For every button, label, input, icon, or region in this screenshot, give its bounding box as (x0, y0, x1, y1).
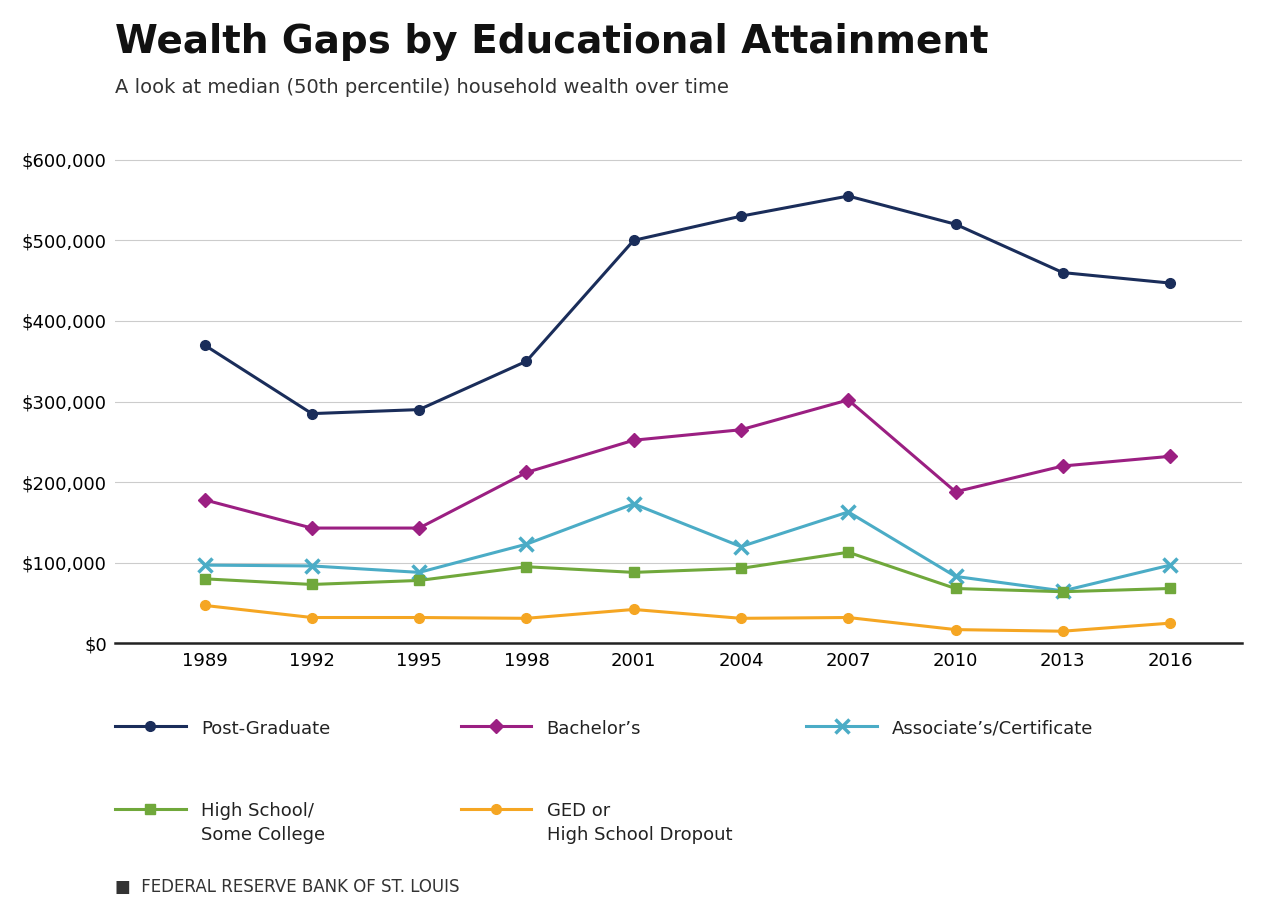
Text: Associate’s/Certificate: Associate’s/Certificate (892, 720, 1093, 738)
Text: Bachelor’s: Bachelor’s (547, 720, 641, 738)
Text: A look at median (50th percentile) household wealth over time: A look at median (50th percentile) house… (115, 78, 730, 97)
Text: High School/
Some College: High School/ Some College (201, 802, 325, 844)
Text: GED or
High School Dropout: GED or High School Dropout (547, 802, 732, 844)
Text: ■  FEDERAL RESERVE BANK OF ST. LOUIS: ■ FEDERAL RESERVE BANK OF ST. LOUIS (115, 878, 460, 896)
Text: Post-Graduate: Post-Graduate (201, 720, 330, 738)
Text: Wealth Gaps by Educational Attainment: Wealth Gaps by Educational Attainment (115, 23, 988, 61)
